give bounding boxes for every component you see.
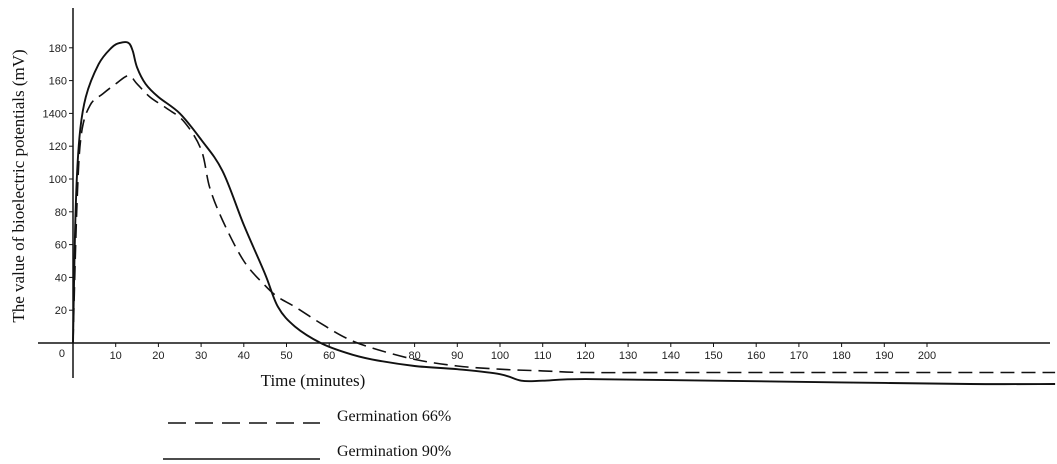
y-tick-label: 120 xyxy=(49,141,67,153)
y-tick-label: 60 xyxy=(55,240,67,252)
x-tick-label: 10 xyxy=(110,350,122,362)
y-tick-label: 100 xyxy=(49,174,67,186)
x-tick-label: 50 xyxy=(280,350,292,362)
x-tick-label: 80 xyxy=(408,350,420,362)
x-tick-label: 20 xyxy=(152,350,164,362)
y-tick-label: 80 xyxy=(55,207,67,219)
x-tick-label: 130 xyxy=(619,350,637,362)
legend-label-90: Germination 90% xyxy=(337,443,451,460)
x-tick-label: 200 xyxy=(918,350,936,362)
x-tick-label: 150 xyxy=(704,350,722,362)
x-tick-label: 110 xyxy=(534,350,552,362)
y-tick-label: 180 xyxy=(49,43,67,55)
y-tick-label: 20 xyxy=(55,305,67,317)
x-tick-label: 170 xyxy=(790,350,808,362)
x-tick-label: 190 xyxy=(875,350,893,362)
y-axis-title: The value of bioelectric potentials (mV) xyxy=(9,49,28,322)
legend-label-66: Germination 66% xyxy=(337,408,451,425)
y-tick-group: 20 40 60 80 100 120 1400 160 180 xyxy=(43,43,73,317)
x-tick-label: 180 xyxy=(832,350,850,362)
legend: Germination 66% Germination 90% xyxy=(163,408,451,460)
x-tick-label: 120 xyxy=(576,350,594,362)
x-tick-label: 40 xyxy=(238,350,250,362)
x-tick-label: 100 xyxy=(491,350,509,362)
origin-label: 0 xyxy=(59,348,65,360)
y-tick-label: 40 xyxy=(55,272,67,284)
x-axis-title: Time (minutes) xyxy=(261,371,366,390)
x-tick-group: 10 20 30 40 50 60 80 90 100 110 120 130 140 150 160 170… xyxy=(110,343,936,362)
y-tick-label: 1400 xyxy=(43,108,67,120)
x-tick-label: 140 xyxy=(662,350,680,362)
y-tick-label: 160 xyxy=(49,76,67,88)
x-tick-label: 160 xyxy=(747,350,765,362)
x-tick-label: 90 xyxy=(451,350,463,362)
series-group xyxy=(72,41,1056,386)
x-tick-label: 60 xyxy=(323,350,335,362)
series-line-germination-66 xyxy=(72,74,1056,374)
x-tick-label: 30 xyxy=(195,350,207,362)
series-line-germination-90 xyxy=(72,41,1056,386)
